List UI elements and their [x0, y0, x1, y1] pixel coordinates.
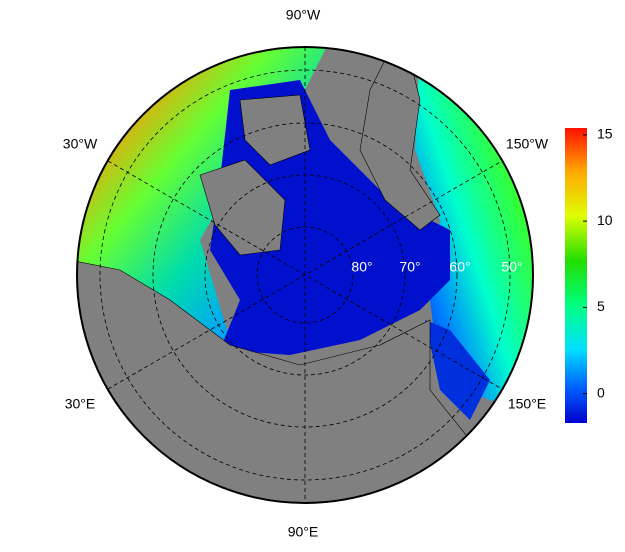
latitude-label: 60°: [449, 259, 470, 275]
colorbar-tick-label: 5: [597, 298, 605, 314]
colorbar: [565, 128, 587, 423]
longitude-label: 90°E: [288, 524, 319, 540]
longitude-label: 150°E: [508, 396, 546, 412]
longitude-label: 90°W: [286, 7, 321, 23]
longitude-label: 150°W: [506, 136, 549, 152]
longitude-label: 30°W: [63, 136, 98, 152]
longitude-label: 30°E: [65, 396, 96, 412]
colorbar-tick-label: 15: [597, 126, 613, 142]
latitude-label: 80°: [351, 259, 372, 275]
colorbar-tick-label: 10: [597, 212, 613, 228]
latitude-label: 50°: [501, 259, 522, 275]
colorbar-tick-label: 0: [597, 384, 605, 400]
latitude-label: 70°: [399, 259, 420, 275]
map-disk: [77, 47, 533, 503]
map-border: [76, 46, 534, 504]
